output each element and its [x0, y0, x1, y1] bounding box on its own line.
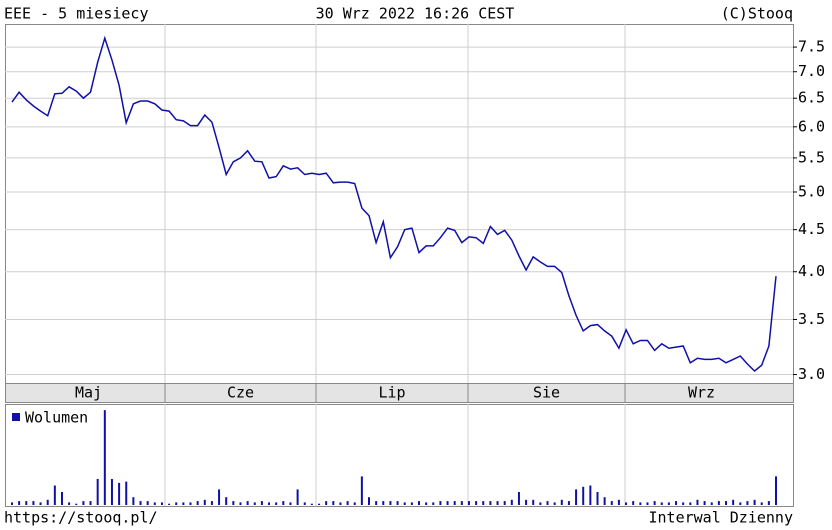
y-tick-label: 5.5 — [798, 148, 825, 166]
month-label: Sie — [533, 384, 560, 402]
y-tick-label: 7.5 — [798, 38, 825, 56]
month-label: Cze — [227, 384, 254, 402]
y-tick-label: 6.5 — [798, 89, 825, 107]
month-label: Lip — [378, 384, 405, 402]
y-tick-label: 7.0 — [798, 62, 825, 80]
volume-panel — [5, 404, 794, 507]
y-tick-label: 4.5 — [798, 220, 825, 238]
y-tick-label: 3.0 — [798, 365, 825, 383]
month-label: Wrz — [688, 384, 715, 402]
month-label: Maj — [75, 384, 102, 402]
month-band — [5, 383, 794, 403]
price-line — [11, 35, 777, 373]
y-tick-label: 6.0 — [798, 117, 825, 135]
chart-title: EEE - 5 miesiecy — [4, 5, 149, 23]
timestamp: 30 Wrz 2022 16:26 CEST — [316, 5, 515, 23]
y-tick-label: 3.5 — [798, 310, 825, 328]
interval: Interwal Dzienny — [649, 509, 794, 527]
source: (C)Stooq — [721, 5, 793, 23]
legend-swatch — [12, 413, 20, 421]
y-tick-label: 4.0 — [798, 262, 825, 280]
legend-label: Wolumen — [25, 409, 88, 427]
y-tick-label: 5.0 — [798, 182, 825, 200]
url: https://stooq.pl/ — [4, 509, 158, 527]
